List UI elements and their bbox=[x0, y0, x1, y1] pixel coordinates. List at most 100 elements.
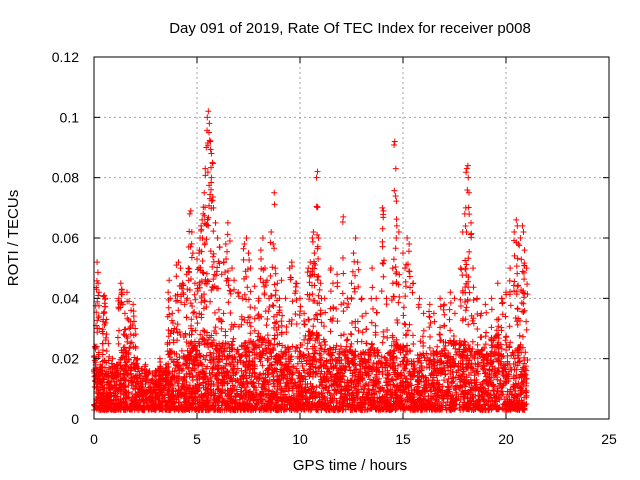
data-point bbox=[152, 372, 159, 379]
data-point bbox=[411, 404, 418, 411]
data-point bbox=[259, 362, 266, 369]
data-point bbox=[484, 357, 491, 364]
data-point bbox=[239, 343, 246, 350]
data-point bbox=[261, 385, 268, 392]
data-point bbox=[199, 361, 206, 368]
data-point bbox=[319, 393, 326, 400]
data-point bbox=[271, 336, 278, 343]
data-point bbox=[282, 344, 289, 351]
data-point bbox=[113, 371, 120, 378]
data-point bbox=[345, 382, 352, 389]
data-point bbox=[167, 295, 174, 302]
data-point bbox=[337, 379, 344, 386]
data-point bbox=[125, 393, 132, 400]
data-point bbox=[210, 253, 217, 260]
data-point bbox=[220, 310, 227, 317]
data-point bbox=[424, 399, 431, 406]
data-point bbox=[180, 361, 187, 368]
data-point bbox=[431, 401, 438, 408]
data-point bbox=[266, 387, 273, 394]
data-point bbox=[222, 328, 229, 335]
data-point bbox=[209, 263, 216, 270]
data-point bbox=[277, 404, 284, 411]
data-point bbox=[353, 392, 360, 399]
data-point bbox=[187, 300, 194, 307]
data-point bbox=[219, 382, 226, 389]
data-point bbox=[168, 349, 175, 356]
data-point bbox=[201, 298, 208, 305]
data-point bbox=[208, 164, 215, 171]
data-point bbox=[279, 312, 286, 319]
data-point bbox=[328, 374, 335, 381]
data-point bbox=[222, 269, 229, 276]
data-point bbox=[298, 385, 305, 392]
data-point bbox=[314, 277, 321, 284]
data-point bbox=[327, 371, 334, 378]
data-point bbox=[322, 377, 329, 384]
data-point bbox=[298, 358, 305, 365]
data-point bbox=[316, 300, 323, 307]
data-point bbox=[336, 351, 343, 358]
data-point bbox=[369, 401, 376, 408]
data-point bbox=[481, 344, 488, 351]
data-point bbox=[263, 322, 270, 329]
data-point bbox=[297, 349, 304, 356]
data-point bbox=[379, 395, 386, 402]
data-point bbox=[244, 266, 251, 273]
data-point bbox=[455, 346, 462, 353]
data-point bbox=[198, 396, 205, 403]
data-point bbox=[298, 393, 305, 400]
data-point bbox=[283, 364, 290, 371]
data-point bbox=[496, 383, 503, 390]
data-point bbox=[273, 318, 280, 325]
data-point bbox=[245, 250, 252, 257]
data-point bbox=[226, 238, 233, 245]
data-point bbox=[268, 292, 275, 299]
data-point bbox=[344, 377, 351, 384]
data-point bbox=[334, 271, 341, 278]
data-point bbox=[201, 291, 208, 298]
data-point bbox=[132, 385, 139, 392]
data-point bbox=[245, 296, 252, 303]
data-point bbox=[166, 311, 173, 318]
data-point bbox=[208, 150, 215, 157]
data-point bbox=[94, 269, 101, 276]
data-point bbox=[327, 346, 334, 353]
data-point bbox=[409, 373, 416, 380]
data-point bbox=[359, 313, 366, 320]
data-point bbox=[246, 338, 253, 345]
data-point bbox=[207, 146, 214, 153]
data-point bbox=[132, 402, 139, 409]
data-point bbox=[421, 389, 428, 396]
data-point bbox=[503, 406, 510, 413]
data-point bbox=[147, 387, 154, 394]
data-point bbox=[185, 269, 192, 276]
data-point bbox=[351, 385, 358, 392]
data-point bbox=[247, 304, 254, 311]
data-point bbox=[216, 244, 223, 251]
data-point bbox=[175, 374, 182, 381]
data-point bbox=[247, 288, 254, 295]
data-point bbox=[253, 401, 260, 408]
data-point bbox=[269, 346, 276, 353]
data-point bbox=[517, 385, 524, 392]
data-point bbox=[371, 381, 378, 388]
data-point bbox=[523, 367, 530, 374]
data-point bbox=[225, 299, 232, 306]
data-point bbox=[348, 403, 355, 410]
data-point bbox=[107, 400, 114, 407]
data-point bbox=[513, 366, 520, 373]
data-point bbox=[304, 345, 311, 352]
data-point bbox=[237, 388, 244, 395]
data-point bbox=[383, 391, 390, 398]
data-point bbox=[122, 370, 129, 377]
data-point bbox=[173, 273, 180, 280]
data-point bbox=[114, 334, 121, 341]
data-point bbox=[348, 357, 355, 364]
data-point bbox=[259, 339, 266, 346]
data-point bbox=[208, 186, 215, 193]
data-point bbox=[103, 316, 110, 323]
data-point bbox=[187, 275, 194, 282]
data-point bbox=[165, 371, 172, 378]
data-point bbox=[465, 404, 472, 411]
